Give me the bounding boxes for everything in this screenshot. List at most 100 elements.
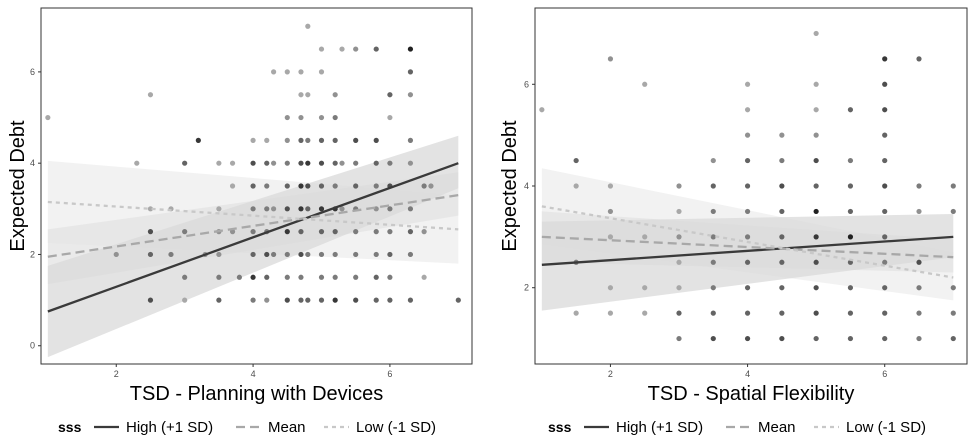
data-point xyxy=(607,234,614,240)
data-point xyxy=(642,234,648,240)
data-point xyxy=(882,157,888,164)
data-point xyxy=(271,69,277,75)
data-point xyxy=(421,274,427,280)
data-point xyxy=(421,183,427,189)
data-point xyxy=(387,114,393,121)
data-point xyxy=(407,69,414,75)
y-tick-label: 4 xyxy=(30,158,35,168)
data-point xyxy=(147,297,154,303)
data-point xyxy=(305,137,311,143)
legend-right: sss High (+1 SD) Mean Low (-1 SD) xyxy=(548,419,926,436)
y-tick-label: 0 xyxy=(30,341,35,351)
data-point xyxy=(271,206,277,212)
data-point xyxy=(250,274,256,280)
data-point xyxy=(318,114,325,121)
data-point xyxy=(407,206,414,212)
data-point xyxy=(779,259,785,265)
data-point xyxy=(305,92,311,98)
data-point xyxy=(373,46,379,52)
data-point xyxy=(916,310,922,316)
data-point xyxy=(813,234,819,240)
data-point xyxy=(916,208,922,215)
data-point xyxy=(779,157,785,164)
data-point xyxy=(676,259,682,265)
data-point xyxy=(373,160,379,166)
legend-title: sss xyxy=(58,419,82,435)
data-point xyxy=(271,251,277,258)
data-point xyxy=(284,160,290,166)
data-point xyxy=(779,234,785,240)
data-point xyxy=(882,335,888,342)
panel-left: 2 4 6 0 2 4 6 TSD - Planning with Devices Expect… xyxy=(7,7,473,405)
data-point xyxy=(182,160,188,166)
data-point xyxy=(353,137,359,143)
data-point xyxy=(318,251,325,258)
data-point xyxy=(710,157,716,164)
data-point xyxy=(305,160,311,166)
data-point xyxy=(607,310,614,316)
data-point xyxy=(332,137,338,143)
data-point xyxy=(882,81,888,87)
data-point xyxy=(332,229,338,235)
data-point xyxy=(353,46,359,52)
data-point xyxy=(847,107,854,113)
data-point xyxy=(387,297,393,303)
data-point xyxy=(407,229,414,235)
data-point xyxy=(607,285,614,291)
data-point xyxy=(847,157,854,164)
data-point xyxy=(298,137,304,143)
data-point xyxy=(305,183,311,189)
legend-label-1: High (+1 SD) xyxy=(126,419,213,436)
data-point xyxy=(573,157,579,164)
data-point xyxy=(813,285,819,291)
data-point xyxy=(607,183,614,189)
data-point xyxy=(779,285,785,291)
data-point xyxy=(373,137,379,143)
legend-label-2: Mean xyxy=(268,419,306,436)
data-point xyxy=(264,274,270,280)
data-point xyxy=(373,229,379,235)
data-point xyxy=(847,335,854,342)
data-point xyxy=(332,251,338,258)
data-point xyxy=(387,274,393,280)
data-point xyxy=(539,107,545,113)
data-point xyxy=(387,229,393,235)
data-point xyxy=(229,160,236,166)
legend-label-3: Low (-1 SD) xyxy=(356,419,436,436)
data-point xyxy=(216,297,222,303)
data-point xyxy=(813,132,819,138)
data-point xyxy=(407,137,414,143)
data-point xyxy=(353,274,359,280)
legend-left: sss High (+1 SD) Mean Low (-1 SD) xyxy=(58,419,436,436)
x-axis-label: TSD - Planning with Devices xyxy=(130,383,383,405)
data-point xyxy=(813,335,819,342)
data-point xyxy=(284,69,290,75)
y-tick-label: 4 xyxy=(524,181,529,191)
data-point xyxy=(387,92,393,98)
data-point xyxy=(428,183,434,189)
y-axis-label: Expected Debt xyxy=(7,120,29,252)
data-point xyxy=(353,251,359,258)
data-point xyxy=(813,30,819,37)
data-point xyxy=(710,310,716,316)
data-point xyxy=(332,274,338,280)
y-tick-label: 6 xyxy=(524,79,529,89)
data-point xyxy=(642,81,648,87)
series-line-2 xyxy=(541,235,954,259)
data-point xyxy=(882,107,888,113)
data-point xyxy=(882,56,888,62)
data-point xyxy=(147,206,154,212)
data-point xyxy=(298,160,304,166)
data-point xyxy=(332,92,338,98)
data-point xyxy=(305,251,311,258)
data-point xyxy=(216,206,222,212)
data-point xyxy=(353,183,359,189)
data-point xyxy=(284,183,290,189)
data-point xyxy=(950,285,956,291)
data-point xyxy=(847,285,854,291)
data-point xyxy=(250,251,256,258)
data-point xyxy=(779,310,785,316)
data-point xyxy=(182,229,188,235)
data-point xyxy=(353,160,359,166)
